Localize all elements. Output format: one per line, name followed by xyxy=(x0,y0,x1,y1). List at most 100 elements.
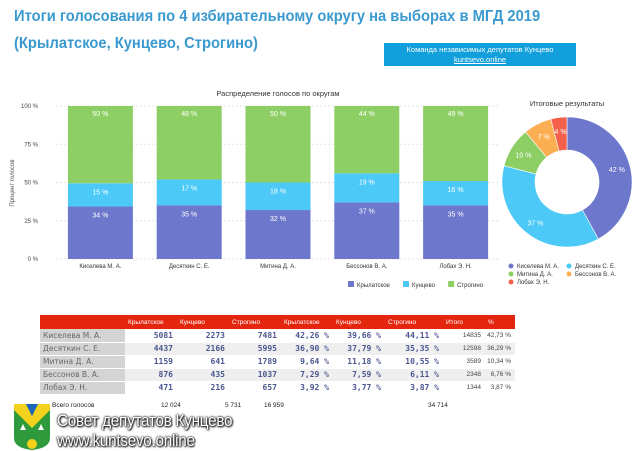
bar-segment xyxy=(423,180,489,206)
legend-dot xyxy=(566,271,572,277)
table-cell: 44,11 % xyxy=(385,329,443,343)
bar-segment xyxy=(423,205,489,259)
table-cell: 9,64 % xyxy=(281,355,333,369)
donut-data-label: 42 % xyxy=(609,167,625,174)
table-cell: 471 xyxy=(125,381,177,395)
column-header xyxy=(40,315,125,329)
table-row: Митина Д. А. 1159 641 1789 9,64 % 11,18 % 10,5… xyxy=(40,355,515,369)
bar-segment xyxy=(245,210,311,259)
bar-chart: Распределение голосов по округам Процент … xyxy=(10,89,500,289)
table-cell: 14835 xyxy=(443,329,485,343)
table-cell: 2166 xyxy=(177,342,229,356)
bar-segment xyxy=(67,106,133,184)
results-table: Крылатское Кунцево Строгино Крылатское Кунце… xyxy=(40,315,515,395)
bar-data-label: 49 % xyxy=(448,111,464,118)
bar-data-label: 37 % xyxy=(359,208,375,215)
table-cell: 36,29 % xyxy=(485,342,515,356)
legend-dot xyxy=(508,271,514,277)
table-cell: 6,76 % xyxy=(485,368,515,382)
bar-data-label: 15 % xyxy=(92,189,108,196)
column-header: Кунцево xyxy=(333,315,385,329)
bar-data-label: 50 % xyxy=(270,111,286,118)
table-cell: 11,18 % xyxy=(333,355,385,369)
page-title: Итоги голосования по 4 избирательному ок… xyxy=(14,8,541,25)
table-cell: 2273 xyxy=(177,329,229,343)
table-cell: 216 xyxy=(177,381,229,395)
table-cell: 10,34 % xyxy=(485,355,515,369)
table-cell: 6,11 % xyxy=(385,368,443,382)
legend-dot xyxy=(508,263,514,269)
bar-segment xyxy=(334,202,400,259)
table-cell: 876 xyxy=(125,368,177,382)
donut-slice xyxy=(550,116,568,152)
bar-segment xyxy=(67,206,133,259)
total-strogino: 16 959 xyxy=(264,402,284,409)
bar-data-label: 19 % xyxy=(359,179,375,186)
table-cell: 36,90 % xyxy=(281,342,333,356)
legend-label: Строгино xyxy=(457,283,484,289)
table-cell: 7,29 % xyxy=(281,368,333,382)
table-cell: 1037 xyxy=(229,368,281,382)
bar-segment xyxy=(334,106,400,174)
legend-label: Десяткин С. Е. xyxy=(575,264,616,270)
table-cell: 10,55 % xyxy=(385,355,443,369)
page-subtitle: (Крылатское, Кунцево, Строгино) xyxy=(14,35,258,52)
legend-swatch xyxy=(403,281,409,287)
legend-label: Крылатское xyxy=(357,283,391,289)
table-cell: 42,26 % xyxy=(281,329,333,343)
footer-website[interactable]: www.kuntsevo.online xyxy=(57,431,195,450)
donut-slice xyxy=(501,165,599,248)
bar-data-label: 35 % xyxy=(448,211,464,218)
legend-label: Кунцево xyxy=(412,283,436,289)
team-banner: Команда независимых депутатов Кунцево ku… xyxy=(384,43,576,66)
donut-chart-title: Итоговые результаты xyxy=(530,99,604,108)
table-row: Лобах Э. Н. 471 216 657 3,92 % 3,77 % 3,87 % 13… xyxy=(40,381,515,395)
legend-dot xyxy=(508,279,514,285)
bar-segment xyxy=(245,182,311,211)
table-cell: 5995 xyxy=(229,342,281,356)
table-row: Десяткин С. Е. 4437 2166 5995 36,90 % 37,79 %… xyxy=(40,342,515,356)
y-tick-label: 50 % xyxy=(24,181,38,187)
column-header: Итого xyxy=(443,315,485,329)
bar-segment xyxy=(156,179,222,206)
bar-data-label: 18 % xyxy=(270,189,286,196)
bar-data-label: 17 % xyxy=(181,185,197,192)
bar-segment xyxy=(156,205,222,259)
legend-swatch xyxy=(348,281,354,287)
column-header: Строгино xyxy=(229,315,281,329)
table-cell: 435 xyxy=(177,368,229,382)
total-kuntsevo: 5 731 xyxy=(225,402,242,409)
donut-data-label: 7 % xyxy=(538,134,550,141)
table-cell: 5081 xyxy=(125,329,177,343)
table-cell: 1789 xyxy=(229,355,281,369)
x-tick-label: Лобах Э. Н. xyxy=(439,264,472,270)
column-header: Кунцево xyxy=(177,315,229,329)
table-cell: 2348 xyxy=(443,368,485,382)
bar-chart-title: Распределение голосов по округам xyxy=(216,89,339,98)
y-tick-label: 100 % xyxy=(21,104,39,110)
table-cell: 37,79 % xyxy=(333,342,385,356)
table-cell: 42,73 % xyxy=(485,329,515,343)
table-cell: 12598 xyxy=(443,342,485,356)
legend-label: Бессонов В. А. xyxy=(575,272,617,278)
banner-link[interactable]: kuntsevo.online xyxy=(453,55,507,64)
bar-data-label: 34 % xyxy=(92,212,108,219)
legend-dot xyxy=(566,263,572,269)
legend-label: Митина Д. А. xyxy=(517,272,553,278)
table-cell: 3,87 % xyxy=(485,381,515,395)
x-tick-label: Киселева М. А. xyxy=(79,264,121,270)
table-cell: 7481 xyxy=(229,329,281,343)
y-tick-label: 25 % xyxy=(24,219,38,225)
table-cell: 39,66 % xyxy=(333,329,385,343)
legend-label: Лобах Э. Н. xyxy=(517,280,550,286)
bar-segment xyxy=(423,106,489,181)
donut-data-label: 10 % xyxy=(516,152,532,159)
table-cell: 35,35 % xyxy=(385,342,443,356)
table-cell: 3,92 % xyxy=(281,381,333,395)
x-tick-label: Митина Д. А. xyxy=(260,264,296,270)
total-itogo: 34 714 xyxy=(428,402,448,409)
kuntsevo-coat-of-arms-logo xyxy=(14,404,50,450)
table-cell: 1344 xyxy=(443,381,485,395)
candidate-name: Десяткин С. Е. xyxy=(40,342,125,356)
column-header: Крылатское xyxy=(125,315,177,329)
